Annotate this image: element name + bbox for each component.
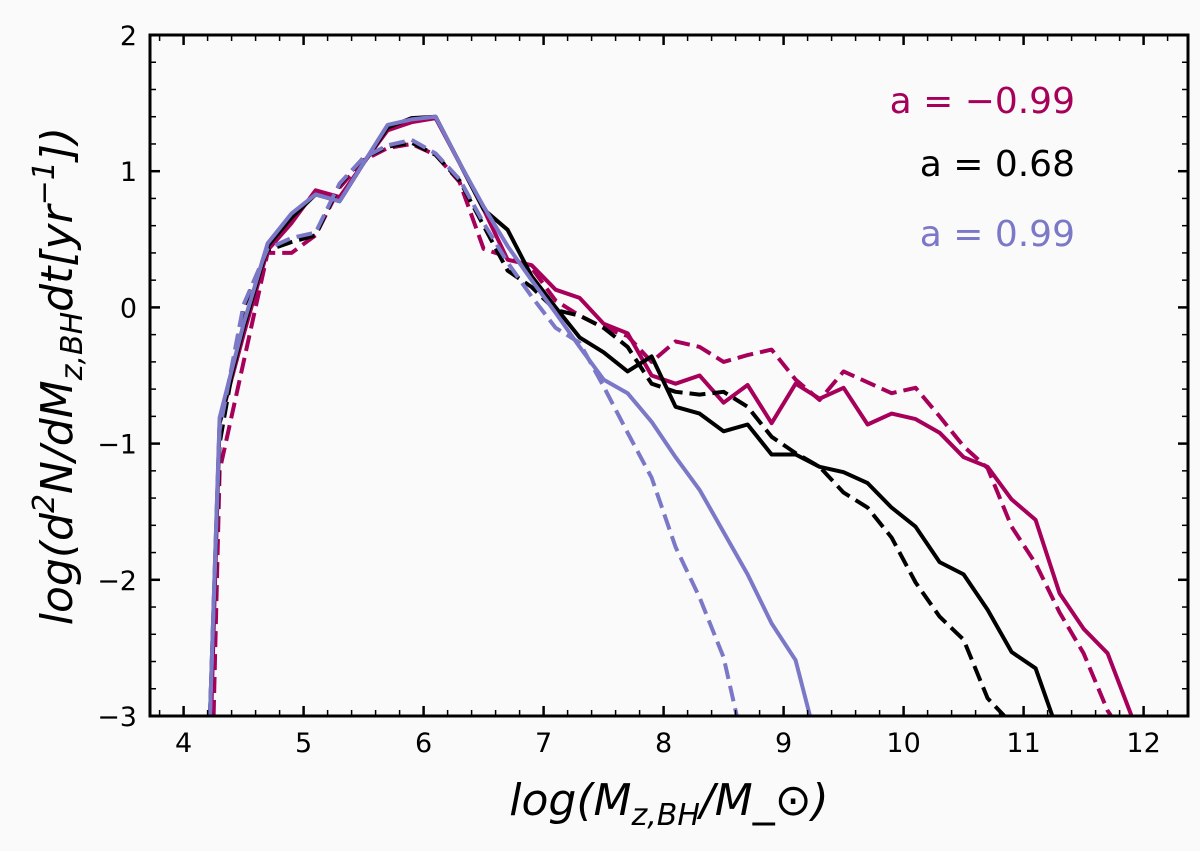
y-tick-label: −3 — [97, 702, 137, 733]
series-line-5-dashed — [208, 137, 739, 716]
series-line-4-solid — [208, 114, 812, 716]
x-tick-label: 8 — [655, 728, 672, 759]
plot-frame — [148, 33, 1190, 718]
legend-entry-a-minus-0.99: a = −0.99 — [890, 81, 1075, 122]
x-tick-label: 4 — [175, 728, 192, 759]
x-tick-label: 9 — [775, 728, 792, 759]
legend: a = −0.99 a = 0.68 a = 0.99 — [890, 81, 1075, 255]
x-tick-label: 10 — [886, 728, 920, 759]
y-tick-label: 2 — [120, 21, 137, 52]
x-tick-label: 11 — [1006, 728, 1040, 759]
legend-entry-a-0.99: a = 0.99 — [920, 214, 1075, 255]
x-tick-label: 7 — [535, 728, 552, 759]
y-tick-label: 0 — [120, 293, 137, 324]
series-line-1-dashed — [211, 142, 1113, 716]
x-tick-label: 5 — [295, 728, 312, 759]
y-axis-label: log(d2​N/dMz,BH​dt[yr−1​]) — [27, 127, 90, 625]
x-tick-label: 12 — [1126, 728, 1160, 759]
y-tick-label: −2 — [97, 566, 137, 597]
y-tick-label: −1 — [97, 430, 137, 461]
x-tick-labels: 4 5 6 7 8 9 10 11 12 — [175, 728, 1161, 759]
x-axis-label: log(Mz,BH​/M_⊙) — [509, 775, 828, 833]
y-tick-label: 1 — [120, 157, 137, 188]
legend-entry-a-0.68: a = 0.68 — [920, 144, 1075, 185]
x-tick-label: 6 — [415, 728, 432, 759]
series-layer — [208, 114, 1134, 716]
y-tick-labels: −3 −2 −1 0 1 2 — [97, 21, 137, 733]
